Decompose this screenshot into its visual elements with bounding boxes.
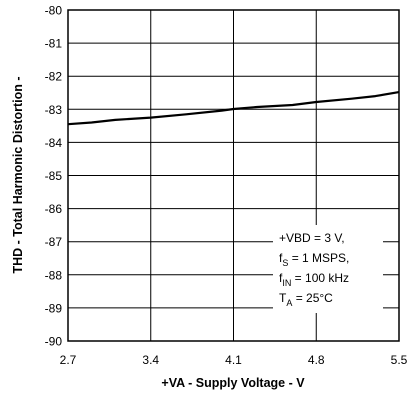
- x-tick-label: 4.8: [308, 353, 325, 367]
- y-tick-label: -85: [45, 169, 63, 183]
- annotation-background: [273, 225, 383, 313]
- y-tick-label: -88: [45, 268, 63, 282]
- annotation-line-1: +VBD = 3 V,: [279, 231, 345, 245]
- y-tick-label: -86: [45, 202, 63, 216]
- y-tick-label: -87: [45, 235, 63, 249]
- y-tick-label: -89: [45, 301, 63, 315]
- series-group: [67, 91, 400, 126]
- y-tick-label: -80: [45, 4, 63, 18]
- y-tick-labels: -80 -81 -82 -83 -84 -85 -86 -87 -88 -89 -90: [45, 4, 63, 349]
- conditions-annotation: +VBD = 3 V, fS = 1 MSPS, fIN = 100 kHz T…: [273, 225, 383, 313]
- x-tick-label: 3.4: [142, 353, 159, 367]
- y-tick-label: -83: [45, 103, 63, 117]
- y-tick-label: -82: [45, 70, 63, 84]
- x-axis-label: +VA - Supply Voltage - V: [161, 376, 305, 390]
- annotation-line-3: fIN = 100 kHz: [279, 271, 349, 288]
- x-tick-label: 2.7: [60, 353, 77, 367]
- annotation-line-2: fS = 1 MSPS,: [279, 251, 349, 268]
- y-tick-label: -81: [45, 37, 63, 51]
- x-tick-label: 5.5: [391, 353, 408, 367]
- x-tick-labels: 2.7 3.4 4.1 4.8 5.5: [60, 353, 408, 367]
- y-axis-label: THD - Total Harmonic Distortion -: [11, 77, 25, 274]
- y-tick-label: -84: [45, 136, 63, 150]
- thd-series-line: [67, 91, 400, 126]
- y-tick-label: -90: [45, 335, 63, 349]
- annotation-line-4: TA = 25°C: [279, 291, 333, 308]
- x-tick-label: 4.1: [225, 353, 242, 367]
